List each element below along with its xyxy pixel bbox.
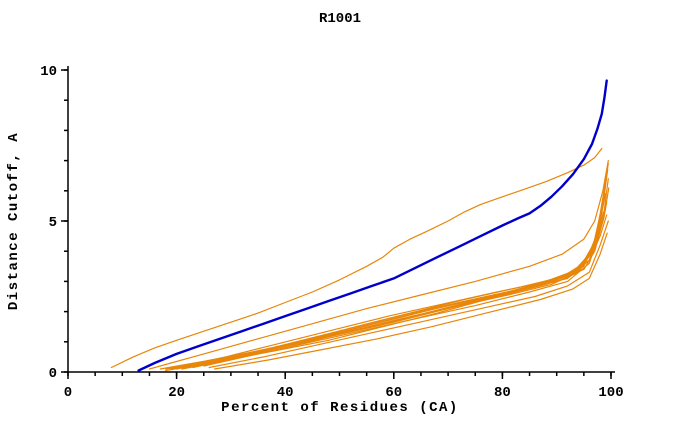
x-tick-label: 40 — [277, 385, 294, 401]
series-line-ref-02 — [176, 172, 608, 370]
x-tick-label: 80 — [494, 385, 511, 401]
series-line-ref-01 — [159, 184, 607, 370]
plot-area: 0 20 40 60 80 100 0 5 10 — [40, 64, 623, 401]
y-axis-label: Distance Cutoff, A — [6, 132, 22, 310]
x-tick-label: 0 — [64, 385, 72, 401]
series-line-ref-12 — [197, 214, 608, 367]
y-tick-label: 10 — [40, 64, 57, 80]
series-line-model — [137, 79, 608, 372]
y-tick-label: 5 — [49, 215, 57, 231]
series-line-ref-top — [110, 147, 603, 369]
series-line-ref-11 — [165, 169, 609, 372]
x-tick-label: 60 — [385, 385, 402, 401]
chart-title: R1001 — [319, 11, 361, 27]
x-axis-label: Percent of Residues (CA) — [221, 400, 459, 416]
series-line-ref-04 — [165, 163, 609, 370]
x-tick-label: 100 — [598, 385, 623, 401]
series-line-ref-14 — [148, 160, 609, 370]
y-tick-label: 0 — [49, 366, 57, 382]
series-line-ref-06 — [176, 178, 609, 369]
series-line-ref-13 — [208, 220, 609, 369]
series-line-ref-08 — [214, 232, 608, 370]
x-tick-label: 20 — [168, 385, 185, 401]
